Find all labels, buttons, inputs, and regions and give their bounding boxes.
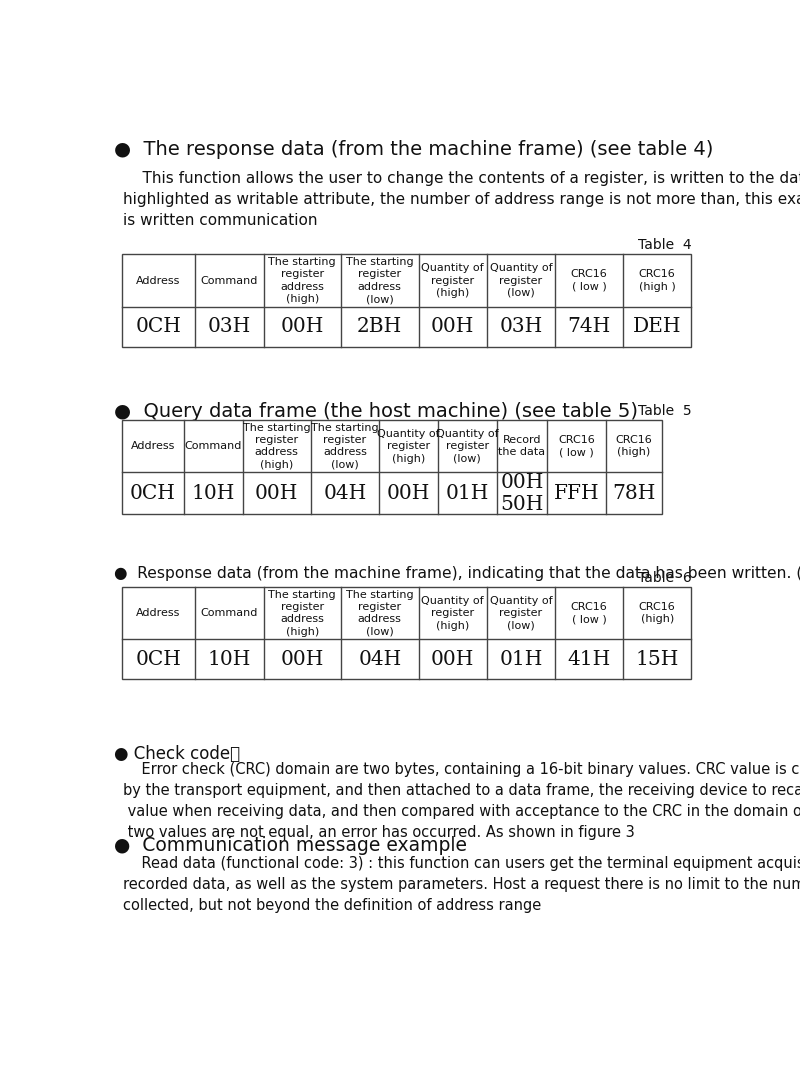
- Text: 03H: 03H: [208, 317, 251, 336]
- Text: 01H: 01H: [446, 483, 489, 503]
- Text: DEH: DEH: [633, 317, 682, 336]
- Text: Table  5: Table 5: [638, 404, 691, 418]
- Text: Record
the data: Record the data: [498, 435, 546, 458]
- Bar: [122, 587, 691, 680]
- Text: Quantity of
register
(low): Quantity of register (low): [490, 596, 552, 630]
- Text: Address: Address: [136, 276, 181, 286]
- Text: Command: Command: [185, 441, 242, 451]
- Text: CRC16
(high): CRC16 (high): [616, 435, 652, 458]
- Text: ● Check code：: ● Check code：: [114, 745, 240, 763]
- Text: 74H: 74H: [567, 317, 610, 336]
- Text: 0CH: 0CH: [135, 317, 182, 336]
- Text: The starting
register
address
(low): The starting register address (low): [311, 422, 378, 469]
- Text: ●  Query data frame (the host machine) (see table 5): ● Query data frame (the host machine) (s…: [114, 403, 638, 421]
- Text: 00H: 00H: [281, 650, 324, 669]
- Text: CRC16
( low ): CRC16 ( low ): [558, 435, 595, 458]
- Text: Quantity of
register
(high): Quantity of register (high): [422, 263, 484, 297]
- Text: 03H: 03H: [499, 317, 542, 336]
- Text: The starting
register
address
(low): The starting register address (low): [346, 257, 414, 304]
- Text: Quantity of
register
(high): Quantity of register (high): [377, 429, 440, 464]
- Text: The starting
register
address
(high): The starting register address (high): [269, 257, 336, 304]
- Text: The starting
register
address
(high): The starting register address (high): [269, 590, 336, 637]
- Text: ●  The response data (from the machine frame) (see table 4): ● The response data (from the machine fr…: [114, 140, 714, 159]
- Text: CRC16
( low ): CRC16 ( low ): [570, 603, 607, 624]
- Text: FFH: FFH: [554, 483, 599, 503]
- Bar: [122, 420, 662, 513]
- Text: CRC16
(high ): CRC16 (high ): [639, 270, 675, 292]
- Text: 00H: 00H: [431, 650, 474, 669]
- Text: CRC16
(high): CRC16 (high): [639, 603, 675, 624]
- Text: Quantity of
register
(low): Quantity of register (low): [490, 263, 552, 297]
- Text: 15H: 15H: [635, 650, 679, 669]
- Text: Quantity of
register
(low): Quantity of register (low): [436, 429, 498, 464]
- Text: ●  Response data (from the machine frame), indicating that the data has been wri: ● Response data (from the machine frame)…: [114, 566, 800, 581]
- Text: Quantity of
register
(high): Quantity of register (high): [422, 596, 484, 630]
- Text: Read data (functional code: 3) : this function can users get the terminal equipm: Read data (functional code: 3) : this fu…: [123, 856, 800, 913]
- Text: Command: Command: [201, 276, 258, 286]
- Text: 00H: 00H: [255, 483, 298, 503]
- Text: Error check (CRC) domain are two bytes, containing a 16-bit binary values. CRC v: Error check (CRC) domain are two bytes, …: [123, 761, 800, 840]
- Text: 10H: 10H: [191, 483, 235, 503]
- Text: 78H: 78H: [612, 483, 656, 503]
- Text: 41H: 41H: [567, 650, 610, 669]
- Text: 00H: 00H: [431, 317, 474, 336]
- Text: The starting
register
address
(high): The starting register address (high): [243, 422, 310, 469]
- Text: 00H: 00H: [386, 483, 430, 503]
- Text: 0CH: 0CH: [135, 650, 182, 669]
- Text: CRC16
( low ): CRC16 ( low ): [570, 270, 607, 292]
- Text: 10H: 10H: [208, 650, 251, 669]
- Text: Address: Address: [130, 441, 175, 451]
- Text: 2BH: 2BH: [357, 317, 402, 336]
- Text: 0CH: 0CH: [130, 483, 176, 503]
- Text: 04H: 04H: [323, 483, 366, 503]
- Text: Table  4: Table 4: [638, 238, 691, 252]
- Text: Command: Command: [201, 608, 258, 619]
- Text: 01H: 01H: [499, 650, 542, 669]
- Text: Table  6: Table 6: [638, 570, 691, 584]
- Text: Address: Address: [136, 608, 181, 619]
- Text: ●  Communication message example: ● Communication message example: [114, 836, 467, 855]
- Text: 04H: 04H: [358, 650, 402, 669]
- Text: The starting
register
address
(low): The starting register address (low): [346, 590, 414, 637]
- Bar: [122, 255, 691, 347]
- Text: This function allows the user to change the contents of a register, is written t: This function allows the user to change …: [123, 171, 800, 229]
- Text: 00H: 00H: [281, 317, 324, 336]
- Text: 00H
50H: 00H 50H: [500, 473, 544, 513]
